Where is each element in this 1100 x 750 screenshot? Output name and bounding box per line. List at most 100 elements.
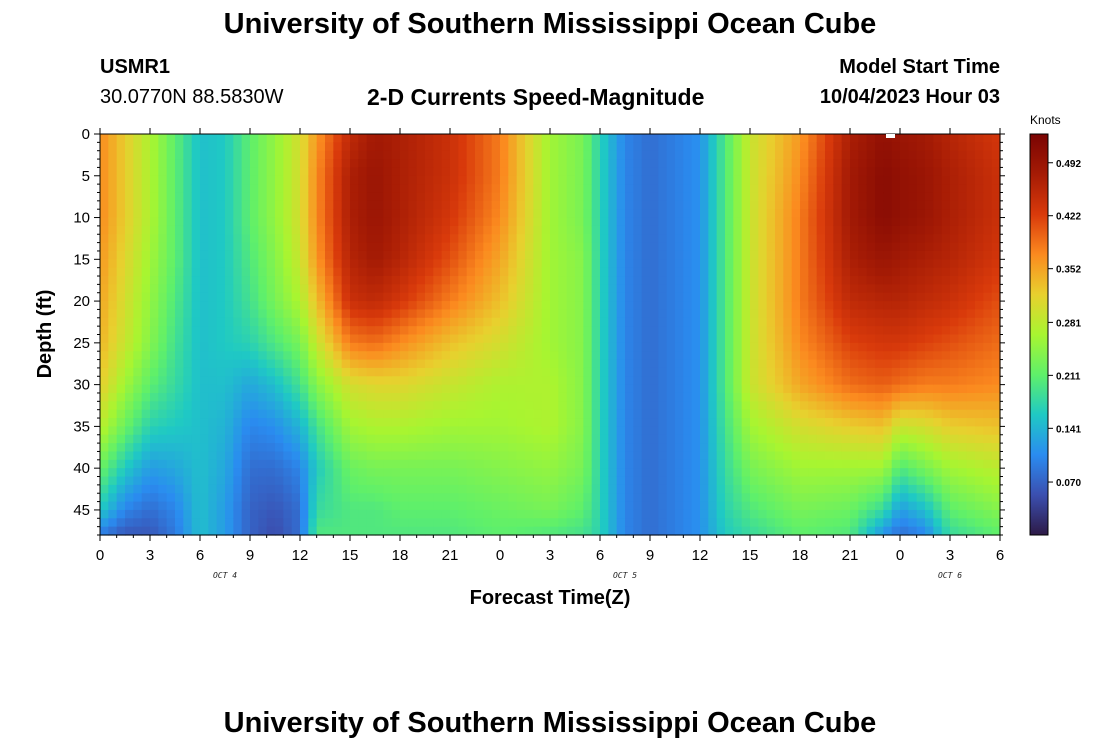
heatmap-cell [266,184,276,194]
heatmap-cell [158,509,168,519]
heatmap-cell [491,134,501,143]
heatmap-cell [250,526,259,536]
heatmap-cell [875,426,884,436]
heatmap-cell [633,167,643,177]
heatmap-cell [841,276,851,285]
heatmap-cell [575,443,584,453]
heatmap-cell [150,342,159,352]
heatmap-cell [450,242,459,252]
heatmap-cell [183,509,193,519]
heatmap-cell [425,451,434,461]
heatmap-cell [891,484,901,494]
heatmap-cell [441,518,451,528]
heatmap-cell [566,401,576,411]
heatmap-cell [866,418,876,427]
heatmap-cell [450,451,459,461]
heatmap-cell [883,493,893,503]
heatmap-cell [666,209,676,219]
heatmap-cell [850,250,859,260]
heatmap-cell [258,309,268,319]
heatmap-cell [791,334,801,344]
heatmap-cell [375,250,384,260]
heatmap-cell [741,159,751,169]
heatmap-cell [541,184,551,194]
heatmap-cell [800,259,809,269]
heatmap-cell [466,200,476,210]
heatmap-cell [483,200,493,210]
heatmap-cell [658,376,668,386]
heatmap-cell [583,134,593,143]
heatmap-cell [950,159,959,169]
heatmap-cell [433,434,443,444]
heatmap-cell [383,276,393,285]
heatmap-cell [741,225,751,235]
heatmap-cell [191,509,201,519]
heatmap-cell [816,409,826,419]
heatmap-cell [933,351,943,361]
heatmap-cell [300,468,309,478]
heatmap-cell [566,317,576,327]
heatmap-cell [658,175,668,185]
heatmap-cell [858,476,868,486]
heatmap-cell [291,443,301,453]
heatmap-cell [741,468,751,478]
heatmap-cell [791,409,801,419]
heatmap-cell [333,342,343,352]
heatmap-cell [850,384,859,394]
heatmap-cell [866,468,876,478]
heatmap-cell [166,501,176,511]
heatmap-cell [400,150,409,160]
heatmap-cell [608,392,618,402]
heatmap-cell [625,484,634,494]
heatmap-cell [250,134,259,143]
heatmap-cell [866,359,876,369]
heatmap-cell [783,426,793,436]
heatmap-cell [216,484,226,494]
heatmap-cell [225,367,234,377]
heatmap-cell [725,284,734,294]
heatmap-cell [675,276,684,285]
heatmap-cell [266,384,276,394]
heatmap-cell [183,267,193,277]
heatmap-cell [616,200,626,210]
heatmap-cell [775,509,784,519]
heatmap-cell [808,276,818,285]
heatmap-cell [216,509,226,519]
heatmap-cell [241,484,251,494]
heatmap-cell [291,501,301,511]
heatmap-cell [658,334,668,344]
heatmap-cell [775,276,784,285]
heatmap-cell [141,493,151,503]
heatmap-cell [258,250,268,260]
heatmap-cell [850,276,859,285]
heatmap-cell [341,326,351,336]
heatmap-cell [283,401,293,411]
heatmap-cell [650,342,659,352]
heatmap-cell [375,443,384,453]
heatmap-cell [108,234,118,244]
heatmap-cell [216,284,226,294]
heatmap-cell [500,359,509,369]
heatmap-cell [358,384,368,394]
heatmap-cell [475,242,484,252]
heatmap-cell [441,359,451,369]
heatmap-cell [300,184,309,194]
heatmap-cell [875,301,884,311]
heatmap-cell [850,309,859,319]
heatmap-cell [716,292,726,302]
heatmap-cell [116,150,126,160]
heatmap-cell [958,376,968,386]
heatmap-cell [491,443,501,453]
heatmap-cell [300,459,309,469]
heatmap-cell [825,476,834,486]
heatmap-cell [541,292,551,302]
heatmap-cell [875,501,884,511]
heatmap-cell [566,259,576,269]
heatmap-cell [758,367,768,377]
heatmap-cell [941,159,951,169]
heatmap-cell [583,418,593,427]
heatmap-cell [366,359,376,369]
heatmap-cell [200,342,209,352]
heatmap-cell [491,184,501,194]
heatmap-cell [958,142,968,152]
